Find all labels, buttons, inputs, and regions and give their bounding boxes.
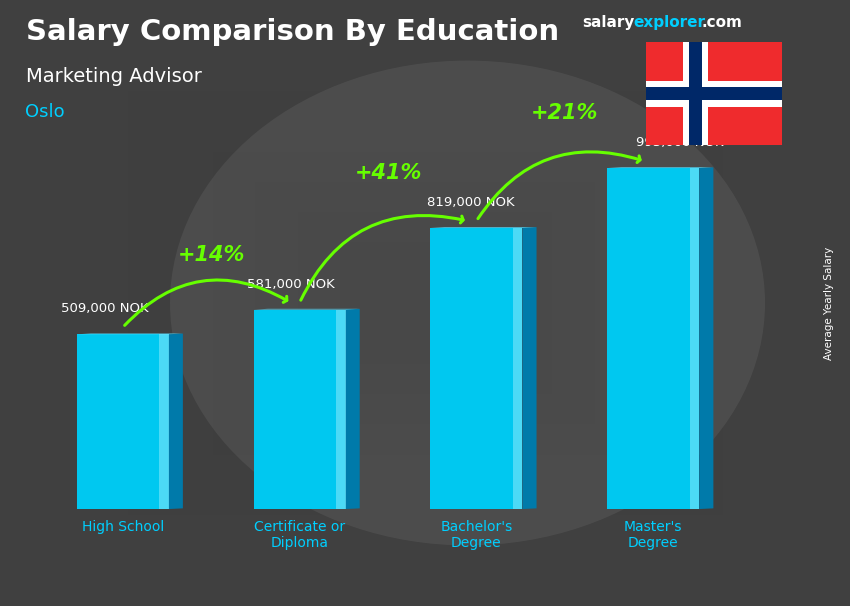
Bar: [85, 61, 765, 545]
Polygon shape: [346, 309, 360, 509]
Bar: [689, 42, 701, 145]
Polygon shape: [607, 167, 713, 168]
Polygon shape: [700, 167, 713, 509]
Bar: [128, 91, 722, 515]
Bar: [253, 310, 346, 509]
Polygon shape: [253, 309, 360, 310]
Polygon shape: [336, 310, 346, 509]
Bar: [255, 182, 595, 424]
Text: Salary Comparison By Education: Salary Comparison By Education: [26, 18, 558, 46]
Text: +14%: +14%: [178, 245, 245, 265]
Bar: [298, 212, 552, 394]
Text: 581,000 NOK: 581,000 NOK: [246, 278, 334, 291]
Bar: [170, 121, 680, 485]
Text: +41%: +41%: [354, 163, 422, 183]
Polygon shape: [430, 227, 536, 228]
Text: +21%: +21%: [531, 103, 598, 123]
Bar: [430, 228, 523, 509]
Polygon shape: [689, 168, 700, 509]
Bar: [76, 335, 169, 509]
Polygon shape: [523, 227, 536, 509]
Polygon shape: [76, 333, 183, 335]
Text: Average Yearly Salary: Average Yearly Salary: [824, 247, 834, 359]
Text: 993,000 NOK: 993,000 NOK: [636, 136, 723, 149]
Polygon shape: [159, 335, 169, 509]
Bar: [607, 168, 700, 509]
Text: 509,000 NOK: 509,000 NOK: [61, 302, 149, 315]
Bar: [340, 242, 510, 364]
Text: 819,000 NOK: 819,000 NOK: [427, 196, 514, 209]
Bar: [212, 152, 638, 454]
Text: salary: salary: [582, 15, 635, 30]
Polygon shape: [513, 228, 523, 509]
Text: Oslo: Oslo: [26, 103, 65, 121]
Ellipse shape: [170, 61, 765, 545]
Bar: [683, 42, 708, 145]
Text: .com: .com: [701, 15, 742, 30]
Bar: [646, 87, 782, 101]
Polygon shape: [169, 333, 183, 509]
Text: Marketing Advisor: Marketing Advisor: [26, 67, 201, 85]
Text: explorer: explorer: [633, 15, 706, 30]
Bar: [646, 81, 782, 107]
